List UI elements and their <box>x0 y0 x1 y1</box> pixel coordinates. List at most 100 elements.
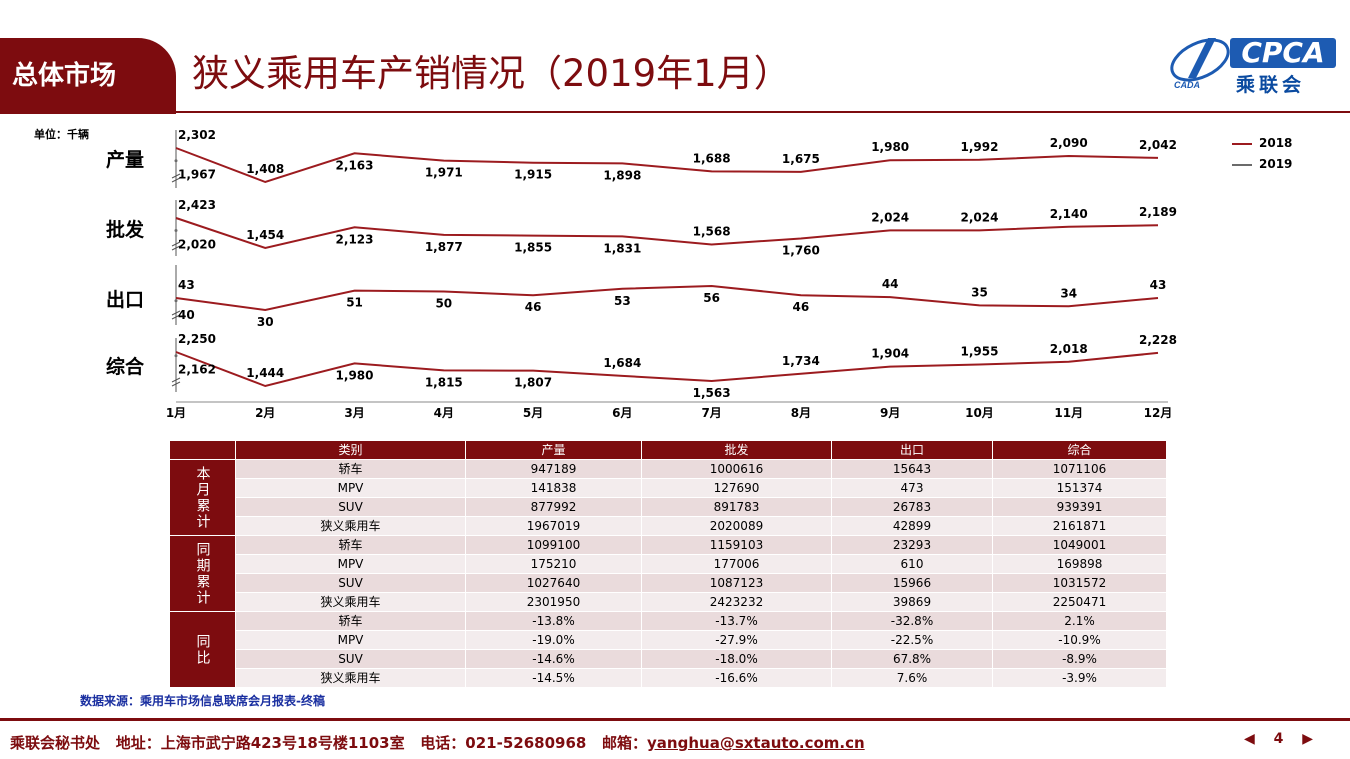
prev-page-icon[interactable]: ◀ <box>1244 731 1255 747</box>
data-label-2018: 43 <box>178 278 195 292</box>
data-label-2018: 2,090 <box>1050 136 1088 150</box>
table-cell: -16.6% <box>641 668 832 688</box>
table-cell: 7.6% <box>831 668 993 688</box>
table-row: 同比 轿车 -13.8% -13.7% -32.8% 2.1% <box>169 611 1167 688</box>
data-label-2018: 1,675 <box>782 152 820 166</box>
table-cell: -32.8% <box>831 611 993 631</box>
table-cell: 1031572 <box>992 573 1167 593</box>
data-label-2019: 2,162 <box>178 363 216 377</box>
x-tick-label: 7月 <box>701 406 721 420</box>
table-cell: 1071106 <box>992 459 1167 479</box>
table-cell: SUV <box>235 573 466 593</box>
x-tick-label: 2月 <box>255 406 275 420</box>
table-cell: 1087123 <box>641 573 832 593</box>
footer-email-label: 邮箱： <box>602 734 648 752</box>
pager: ◀ 4 ▶ <box>1244 731 1313 747</box>
data-label-2019: 1,967 <box>178 168 216 182</box>
cpca-logo: CADA <box>1170 38 1230 90</box>
x-tick-label: 4月 <box>434 406 454 420</box>
series-point-2019 <box>174 228 178 232</box>
data-label-2018: 1,734 <box>782 354 820 368</box>
table-cell: 轿车 <box>235 459 466 479</box>
data-label-2018: 30 <box>257 315 274 329</box>
footer-org: 乘联会秘书处 <box>10 734 101 752</box>
legend-swatch-2018 <box>1232 142 1252 145</box>
table-cell: 175210 <box>465 554 642 574</box>
x-tick-label: 3月 <box>344 406 364 420</box>
table-header-blank <box>169 440 236 460</box>
footer-email-link[interactable]: yanghua@sxtauto.com.cn <box>647 734 865 752</box>
section-tab: 总体市场 <box>0 38 176 114</box>
data-label-2018: 56 <box>703 291 720 305</box>
table-cell: -19.0% <box>465 630 642 650</box>
data-label-2018: 1,971 <box>425 166 463 180</box>
panel-label-production: 产量 <box>106 149 145 171</box>
table-cell: 轿车 <box>235 611 466 631</box>
table-cell: 2.1% <box>992 611 1167 631</box>
x-tick-label: 12月 <box>1144 406 1173 420</box>
data-label-2018: 1,904 <box>871 347 909 361</box>
data-label-2018: 2,423 <box>178 198 216 212</box>
data-label-2018: 53 <box>614 294 631 308</box>
data-label-2018: 50 <box>435 297 452 311</box>
table-cell: -14.5% <box>465 668 642 688</box>
axis-break-mark <box>171 241 181 251</box>
panel-label-total: 综合 <box>106 356 145 378</box>
data-label-2018: 1,877 <box>425 240 463 254</box>
data-label-2018: 46 <box>525 300 542 314</box>
page-title: 狭义乘用车产销情况（2019年1月） <box>192 52 791 95</box>
table-cell: 177006 <box>641 554 832 574</box>
logo-cn-text: 乘联会 <box>1236 74 1306 96</box>
data-label-2018: 2,163 <box>336 158 374 172</box>
series-line-2018 <box>175 217 1159 250</box>
table-cell: 2020089 <box>641 516 832 536</box>
data-label-2019: 40 <box>178 308 195 322</box>
series-line-2018 <box>175 284 1159 312</box>
table-cell: 23293 <box>831 535 993 555</box>
summary-table: 类别 产量 批发 出口 综合 本月累计 轿车 947189 1000616 15643 1… <box>169 440 1167 688</box>
table-cell: 169898 <box>992 554 1167 574</box>
table-cell: -27.9% <box>641 630 832 650</box>
table-cell: 141838 <box>465 478 642 498</box>
table-cell: 947189 <box>465 459 642 479</box>
table-cell: 1159103 <box>641 535 832 555</box>
table-cell: -22.5% <box>831 630 993 650</box>
data-label-2018: 2,018 <box>1050 342 1088 356</box>
series-line-2018 <box>175 351 1159 388</box>
title-divider <box>176 111 1350 113</box>
table-cell: 15643 <box>831 459 993 479</box>
table-cell: 42899 <box>831 516 993 536</box>
page-number: 4 <box>1273 731 1284 747</box>
table-row: SUV 877992 891783 26783 939391 <box>170 497 1167 517</box>
data-label-2018: 43 <box>1150 278 1167 292</box>
table-header: 出口 <box>831 440 993 460</box>
data-label-2018: 1,688 <box>693 151 731 165</box>
table-cell: 1000616 <box>641 459 832 479</box>
table-row: 本月累计 轿车 947189 1000616 15643 1071106 <box>169 459 1167 536</box>
data-label-2018: 1,807 <box>514 376 552 390</box>
next-page-icon[interactable]: ▶ <box>1302 731 1314 747</box>
data-label-2018: 1,992 <box>960 140 998 154</box>
table-cell: MPV <box>235 630 466 650</box>
table-cell: -18.0% <box>641 649 832 669</box>
series-point-2019 <box>174 159 178 163</box>
series-point-2019 <box>174 354 178 358</box>
data-label-2018: 51 <box>346 296 363 310</box>
table-header: 类别 <box>235 440 466 460</box>
table-cell: 狭义乘用车 <box>235 592 466 612</box>
table-row: MPV -19.0% -27.9% -22.5% -10.9% <box>170 630 1167 650</box>
table-cell: -3.9% <box>992 668 1167 688</box>
data-label-2018: 34 <box>1060 286 1077 300</box>
logo-sub-text: CADA <box>1174 80 1200 90</box>
data-label-2018: 1,760 <box>782 244 820 258</box>
table-row: 狭义乘用车 -14.5% -16.6% 7.6% -3.9% <box>170 668 1167 688</box>
legend-label-2019: 2019 <box>1259 157 1293 171</box>
table-cell: 2250471 <box>992 592 1167 612</box>
logo-cpca-text: CPCA <box>1230 38 1336 68</box>
table-header-row: 类别 产量 批发 出口 综合 <box>169 440 1167 460</box>
panel-label-export: 出口 <box>106 289 145 311</box>
legend-label-2018: 2018 <box>1259 136 1293 150</box>
table-row: SUV -14.6% -18.0% 67.8% -8.9% <box>170 649 1167 669</box>
table-cell: 151374 <box>992 478 1167 498</box>
table-cell: 1027640 <box>465 573 642 593</box>
